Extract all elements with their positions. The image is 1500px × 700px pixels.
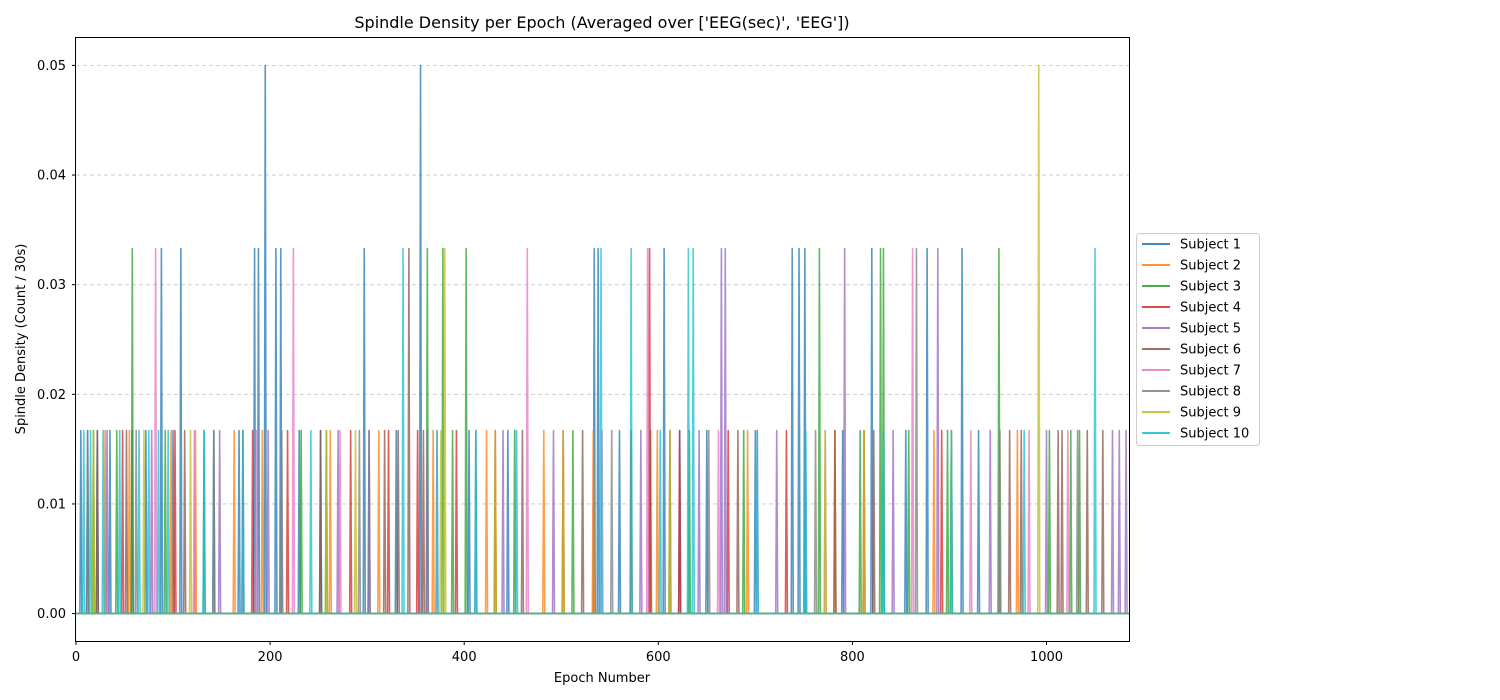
x-tick-label: 600 xyxy=(646,650,671,665)
x-tick-label: 200 xyxy=(258,650,283,665)
legend-entry-label: Subject 7 xyxy=(1180,364,1241,379)
legend-entry-label: Subject 4 xyxy=(1180,301,1241,316)
legend-entry-label: Subject 5 xyxy=(1180,322,1241,337)
y-tick-label: 0.02 xyxy=(37,388,66,403)
series-line-subject-10 xyxy=(75,247,1130,615)
legend-entry-label: Subject 10 xyxy=(1180,427,1249,442)
legend-entry-label: Subject 9 xyxy=(1180,406,1241,421)
legend: Subject 1 Subject 2 Subject 3 Subject 4 Subj… xyxy=(1136,233,1260,446)
x-tick-label: 1000 xyxy=(1030,650,1063,665)
y-axis-label: Spindle Density (Count / 30s) xyxy=(14,244,29,435)
chart-title: Spindle Density per Epoch (Averaged over… xyxy=(354,13,849,32)
y-axis: 0.00 0.01 0.02 0.03 0.04 0.05 xyxy=(37,59,76,622)
x-axis-label: Epoch Number xyxy=(554,671,651,686)
legend-entry-label: Subject 3 xyxy=(1180,280,1241,295)
x-tick-label: 800 xyxy=(840,650,865,665)
y-tick-label: 0.04 xyxy=(37,169,66,184)
x-tick-label: 400 xyxy=(452,650,477,665)
x-axis: 0 200 400 600 800 1000 xyxy=(72,641,1063,665)
legend-entry-label: Subject 1 xyxy=(1180,238,1241,253)
legend-entry-label: Subject 2 xyxy=(1180,259,1241,274)
x-tick-label: 0 xyxy=(72,650,80,665)
y-tick-label: 0.00 xyxy=(37,607,66,622)
y-tick-label: 0.05 xyxy=(37,59,66,74)
series-lines xyxy=(75,64,1130,615)
legend-entry-label: Subject 8 xyxy=(1180,385,1241,400)
legend-entry-label: Subject 6 xyxy=(1180,343,1241,358)
plot-area-frame xyxy=(75,37,1130,642)
y-tick-label: 0.01 xyxy=(37,497,66,512)
series-line-subject-1 xyxy=(75,64,1130,615)
y-tick-label: 0.03 xyxy=(37,278,66,293)
